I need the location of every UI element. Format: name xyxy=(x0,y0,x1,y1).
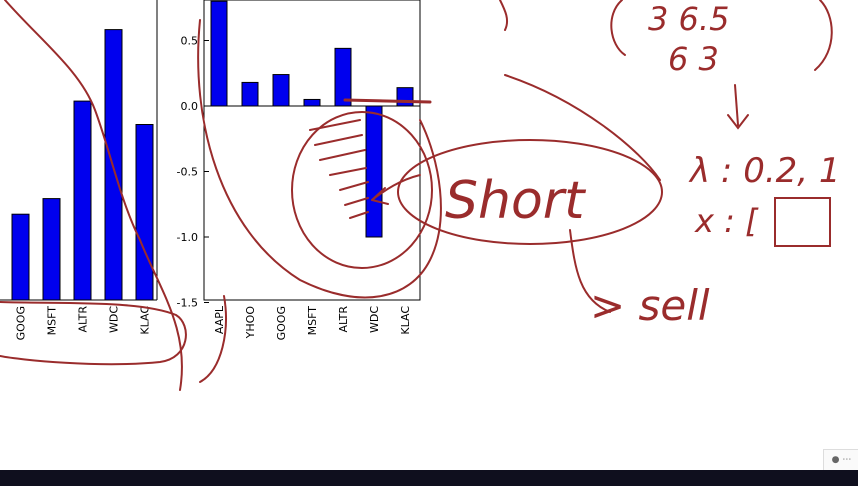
right-y-tick-label: -0.5 xyxy=(177,166,198,179)
ink-circle-short-word xyxy=(397,139,663,245)
right-tick-label-altr: ALTR xyxy=(337,306,350,333)
ink-stroke-bracket xyxy=(199,295,227,383)
right-bar-klac xyxy=(396,87,414,107)
ink-arc-right xyxy=(504,74,661,181)
ink-zero-underline xyxy=(343,98,432,104)
left-bar-altr xyxy=(73,100,92,301)
right-chart-frame xyxy=(203,0,421,301)
ink-text-short: Short xyxy=(445,171,586,231)
ink-curve-left xyxy=(4,0,183,391)
left-bar-klac xyxy=(135,124,154,301)
right-chart-y-axis: 0.5 0.0 -0.5 -1.0 -1.5 xyxy=(177,35,209,310)
right-y-tick-label: -1.5 xyxy=(177,297,198,310)
ink-text-x-vector: x : [ xyxy=(694,202,759,240)
ink-text-matrix-row2: 6 3 xyxy=(668,40,719,78)
ink-matrix-right-bracket xyxy=(814,0,833,71)
left-tick-label-goog: GOOG xyxy=(15,306,28,340)
ink-arrowhead-bar xyxy=(371,187,389,205)
right-y-tick-label: 0.0 xyxy=(181,100,199,113)
right-bar-aapl xyxy=(210,0,228,107)
app-badge-icon[interactable]: ● ⋯ xyxy=(823,449,858,471)
right-bar-msft xyxy=(303,98,321,107)
handwritten-text: Short > sell λ : 0.2, 1 x : [ 3 6.5 6 3 xyxy=(445,0,841,330)
ink-loop-labels xyxy=(0,301,187,366)
right-tick-label-msft: MSFT xyxy=(306,306,319,336)
left-bar-goog xyxy=(11,213,30,301)
left-tick-label-msft: MSFT xyxy=(46,306,59,336)
right-bar-chart: AAPL YHOO GOOG MSFT ALTR WDC KLAC xyxy=(210,0,414,340)
ink-hatching xyxy=(309,119,369,219)
right-tick-label-aapl: AAPL xyxy=(213,305,226,334)
right-y-tick-label: 0.5 xyxy=(181,35,199,48)
left-bar-chart: GOOG MSFT ALTR WDC KLAC xyxy=(11,29,154,340)
ink-text-matrix-row1: 3 6.5 xyxy=(648,0,729,38)
ink-matrix-left-bracket xyxy=(610,0,626,56)
left-tick-label-wdc: WDC xyxy=(108,306,121,333)
left-tick-label-klac: KLAC xyxy=(139,306,152,335)
right-bar-yhoo xyxy=(241,81,259,107)
right-tick-label-klac: KLAC xyxy=(399,306,412,335)
ink-arrow-to-sell xyxy=(569,229,611,313)
right-bar-altr xyxy=(334,47,352,107)
right-bar-wdc xyxy=(365,105,383,238)
right-y-tick-label: -1.0 xyxy=(177,231,198,244)
ink-vector-box xyxy=(774,197,831,247)
left-bar-msft xyxy=(42,198,61,301)
handwritten-annotations xyxy=(0,0,833,391)
taskbar xyxy=(0,470,858,486)
ink-text-sell: > sell xyxy=(590,281,710,330)
right-tick-label-wdc: WDC xyxy=(368,306,381,333)
ink-stroke-top xyxy=(499,0,509,31)
right-bar-goog xyxy=(272,74,290,107)
ink-curve-center xyxy=(197,19,442,299)
right-tick-label-goog: GOOG xyxy=(275,306,288,340)
right-tick-label-yhoo: YHOO xyxy=(244,306,257,340)
left-tick-label-altr: ALTR xyxy=(77,306,90,333)
ink-circle-short-bar xyxy=(291,111,433,269)
ink-text-lambda: λ : 0.2, 1 xyxy=(688,151,841,191)
ink-arrow-down xyxy=(727,84,749,130)
